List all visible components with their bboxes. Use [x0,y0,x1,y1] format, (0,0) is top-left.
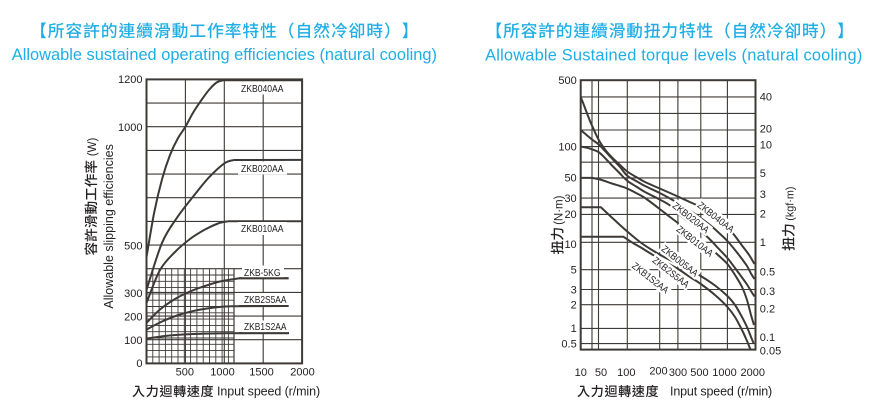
svg-text:1: 1 [571,323,577,335]
svg-text:3: 3 [571,284,577,296]
svg-text:1500: 1500 [249,367,273,379]
svg-text:100: 100 [617,367,635,379]
svg-text:2000: 2000 [290,367,314,379]
svg-text:Allowable Sustained torque lev: Allowable Sustained torque levels (natur… [485,46,862,64]
svg-text:0.2: 0.2 [760,303,775,315]
svg-text:0.3: 0.3 [760,286,775,298]
svg-text:1000: 1000 [210,367,234,379]
svg-text:30: 30 [564,193,576,205]
svg-text:500: 500 [558,75,576,87]
svg-text:1000: 1000 [118,122,142,134]
svg-text:10: 10 [760,140,772,152]
svg-text:5: 5 [760,168,766,180]
svg-text:0.5: 0.5 [760,266,775,278]
svg-text:40: 40 [760,92,772,104]
svg-text:2: 2 [571,300,577,312]
svg-text:2: 2 [760,208,766,220]
svg-text:10: 10 [564,239,576,251]
svg-text:Allowable slipping efficiencie: Allowable slipping efficiencies [102,144,116,308]
svg-text:0.05: 0.05 [760,345,781,357]
svg-text:50: 50 [564,173,576,185]
svg-text:1200: 1200 [118,74,142,86]
svg-text:100: 100 [558,141,576,153]
svg-text:ZKB-5KG: ZKB-5KG [244,268,281,279]
svg-text:ZKB2S5AA: ZKB2S5AA [244,295,287,306]
svg-text:300: 300 [124,288,142,300]
svg-text:200: 200 [649,365,667,377]
svg-text:200: 200 [124,312,142,324]
svg-text:50: 50 [595,367,607,379]
svg-text:0.5: 0.5 [561,338,576,350]
svg-text:3: 3 [760,189,766,201]
svg-text:1: 1 [760,237,766,249]
svg-text:Input speed (r/min): Input speed (r/min) [217,385,320,399]
svg-text:2000: 2000 [741,367,765,379]
svg-text:(kgf·m): (kgf·m) [785,187,797,221]
svg-text:500: 500 [176,367,194,379]
svg-text:500: 500 [690,367,708,379]
svg-text:10: 10 [575,367,587,379]
svg-text:20: 20 [564,209,576,221]
svg-text:20: 20 [760,123,772,135]
svg-text:ZKB1S2AA: ZKB1S2AA [244,322,287,333]
svg-text:ZKB040AA: ZKB040AA [241,84,284,95]
svg-text:1000: 1000 [712,367,736,379]
svg-text:0.1: 0.1 [760,332,775,344]
svg-text:Allowable sustained operating: Allowable sustained operating efficienci… [12,46,437,64]
svg-text:ZKB010AA: ZKB010AA [241,224,284,235]
svg-text:300: 300 [669,367,687,379]
svg-text:5: 5 [571,265,577,277]
svg-text:ZKB020AA: ZKB020AA [241,164,284,175]
svg-text:(N·m): (N·m) [553,195,565,225]
svg-text:0: 0 [136,358,142,370]
svg-text:(W): (W) [87,138,99,157]
svg-text:500: 500 [124,241,142,253]
svg-text:Input speed (r/min): Input speed (r/min) [670,385,772,399]
svg-text:100: 100 [124,335,142,347]
